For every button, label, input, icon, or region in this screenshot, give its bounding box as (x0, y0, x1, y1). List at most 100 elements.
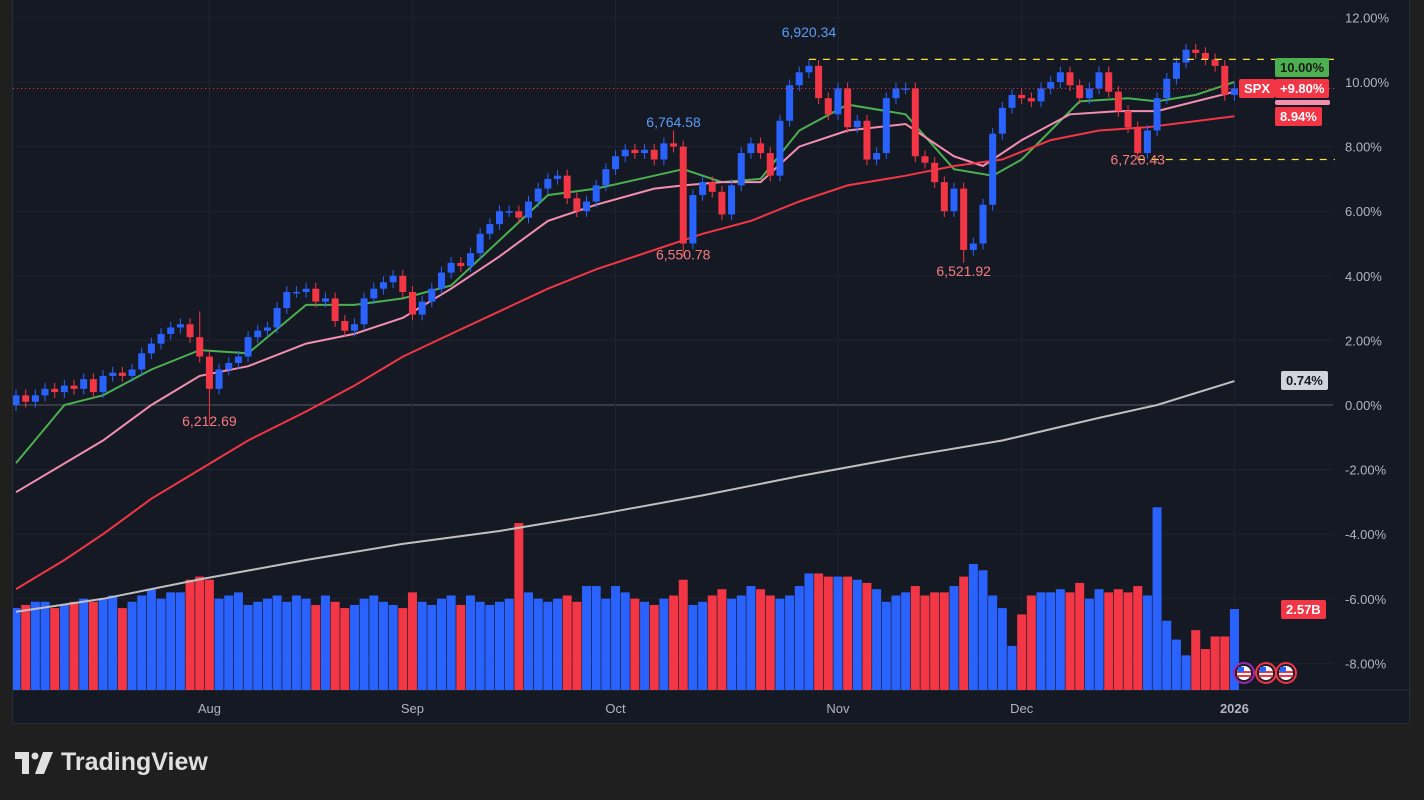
volume-bar (881, 601, 891, 690)
candle-body (940, 182, 948, 212)
volume-bar (1113, 589, 1123, 690)
volume-bar (852, 579, 862, 690)
volume-bar (475, 601, 485, 690)
candle-body (670, 143, 678, 147)
candle-body (1027, 98, 1035, 102)
candle-body (176, 324, 184, 328)
volume-bar (707, 595, 717, 690)
candle-body (583, 201, 591, 212)
candle-body (1066, 72, 1074, 86)
volume-bar (901, 592, 911, 690)
volume-bar (630, 598, 640, 690)
candle-body (795, 72, 803, 86)
candle-body (737, 153, 745, 186)
volume-bar (50, 608, 60, 690)
volume-bar (1210, 636, 1220, 690)
volume-bar (1046, 592, 1056, 690)
tradingview-logo-text: TradingView (61, 748, 208, 776)
candle-body (302, 288, 310, 292)
candle-body (554, 175, 562, 179)
price-annotation: 6,550.78 (656, 247, 711, 263)
volume-bar (195, 576, 205, 690)
candle-body (273, 308, 281, 328)
candle-body (679, 146, 687, 244)
candle-body (1095, 72, 1103, 89)
volume-bar (736, 595, 746, 690)
candle-body (998, 107, 1006, 134)
candle-body (1134, 127, 1142, 154)
y-tick-label: -6.00% (1345, 592, 1387, 607)
candle-body (969, 243, 977, 250)
candle-body (428, 288, 436, 302)
volume-bar (59, 604, 69, 690)
candle-body (718, 191, 726, 215)
candle-body (321, 298, 329, 302)
candle-body (979, 204, 987, 244)
candle-body (476, 233, 484, 254)
candle-body (1114, 91, 1122, 112)
volume-bar (417, 601, 427, 690)
volume-bar (688, 604, 698, 690)
volume-bar (88, 601, 98, 690)
candle-body (631, 149, 639, 154)
volume-bar (137, 595, 147, 690)
volume-bar (872, 589, 882, 690)
candle-body (776, 120, 784, 176)
volume-bar (127, 601, 137, 690)
volume-bar (939, 592, 949, 690)
candle-body (882, 98, 890, 154)
candle-body (350, 324, 358, 331)
volume-bar (756, 589, 766, 690)
volume-bar (640, 601, 650, 690)
volume-bar (253, 601, 263, 690)
candle-body (786, 85, 794, 121)
volume-bar (765, 595, 775, 690)
candle-body (844, 88, 852, 128)
candle-body (1018, 94, 1026, 99)
candle-body (254, 330, 262, 338)
volume-bar (224, 595, 234, 690)
candle-body (863, 120, 871, 160)
candle-body (128, 369, 136, 376)
us-flag-event-icon[interactable] (1233, 662, 1255, 684)
candle-body (70, 385, 78, 389)
candle-body (437, 272, 445, 289)
candle-body (225, 363, 233, 370)
candle-body (31, 395, 39, 402)
volume-bar (572, 601, 582, 690)
candle-body (950, 188, 958, 212)
volume-bar (282, 601, 292, 690)
volume-bar (214, 598, 224, 690)
candle-body (805, 65, 813, 73)
x-tick-label: Dec (1010, 701, 1034, 716)
candle-body (312, 288, 320, 302)
y-tick-label: 6.00% (1345, 204, 1382, 219)
ma-green-price-label: 10.00% (1275, 58, 1330, 77)
candle-body (370, 288, 378, 299)
volume-bar (649, 604, 659, 690)
tradingview-logo[interactable]: TradingView (15, 748, 208, 777)
volume-bar (698, 601, 708, 690)
volume-bar (504, 598, 514, 690)
us-flag-event-icon[interactable] (1255, 662, 1277, 684)
chart-pane[interactable]: 12.00% 10.00% 8.00% 6.00% 4.00% 2.00% 0.00% -2.… (12, 0, 1411, 724)
candle-body (525, 201, 533, 218)
volume-bar (1152, 507, 1162, 690)
volume-bar (1084, 598, 1094, 690)
us-flag-event-icon[interactable] (1275, 662, 1297, 684)
candle-body (457, 262, 465, 267)
candle-body (1076, 85, 1084, 99)
volume-bar (1026, 595, 1036, 690)
volume-bar (823, 576, 833, 690)
candle-body (99, 375, 107, 393)
tradingview-logo-icon (15, 751, 53, 774)
x-tick-label: Sep (401, 701, 424, 716)
candle-body (815, 65, 823, 99)
candle-body (931, 162, 939, 183)
volume-bar (1229, 609, 1239, 690)
candle-body (408, 291, 416, 315)
candle-body (824, 98, 832, 115)
price-chart[interactable]: 12.00% 10.00% 8.00% 6.00% 4.00% 2.00% 0.00% -2.… (13, 0, 1411, 724)
symbol-label[interactable]: SPX (1239, 79, 1276, 98)
volume-bar (910, 586, 920, 690)
